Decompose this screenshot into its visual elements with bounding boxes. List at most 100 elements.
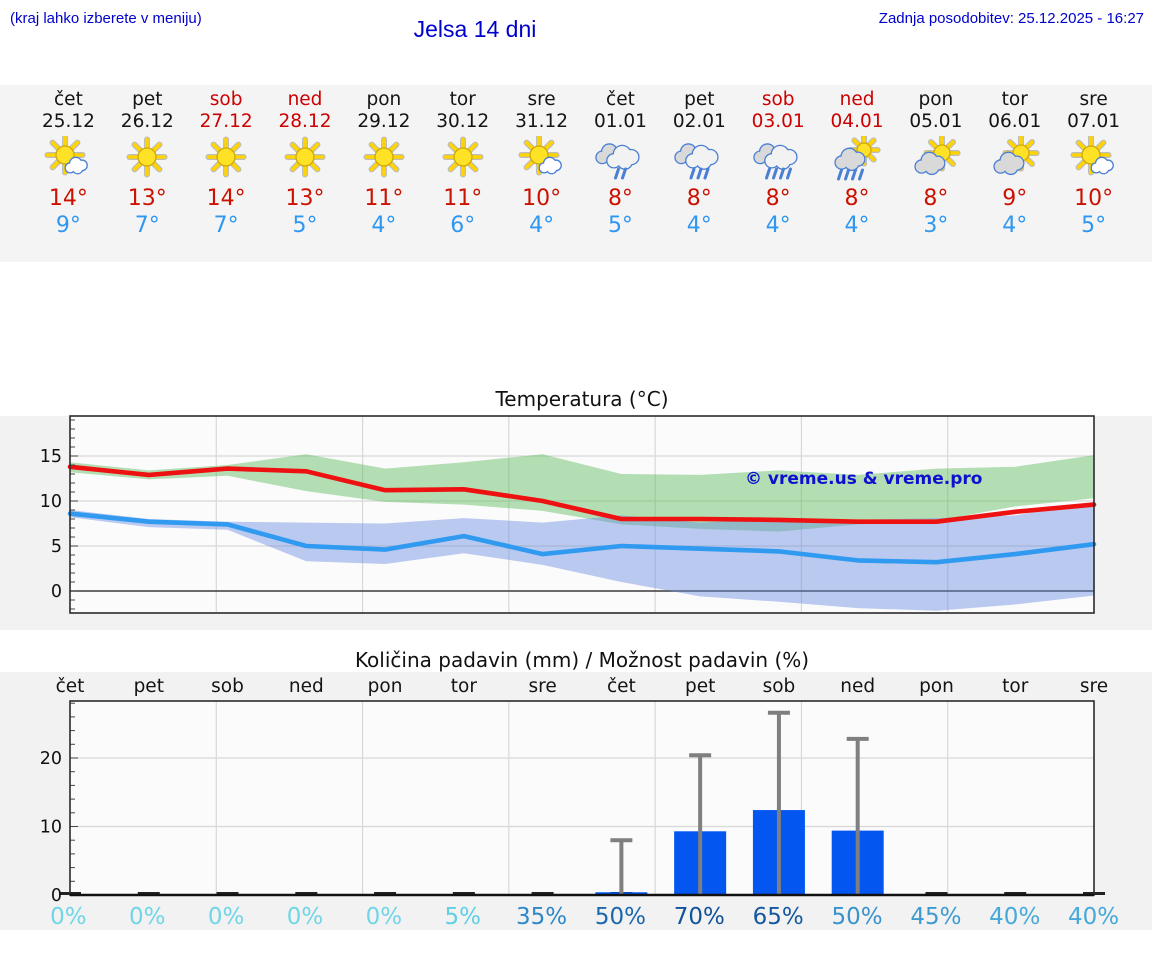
day-date-label: 06.01 [988, 111, 1042, 132]
day-column: pet 02.01 8° 4° [660, 85, 739, 262]
precip-day-label: čet [56, 676, 85, 697]
precip-y-tick-label: 0 [51, 886, 62, 906]
page-title: Jelsa 14 dni [413, 16, 537, 42]
weather-icon-wrap [751, 136, 805, 182]
temp-y-tick-label: 5 [51, 537, 62, 557]
day-name-label: ned [287, 89, 323, 110]
weather-icon-wrap [593, 136, 647, 182]
day-name-label: pon [918, 89, 954, 110]
weather-icon-wrap [515, 134, 569, 182]
max-temp-label: 8° [844, 186, 870, 211]
day-column: pon 29.12 11° 4° [344, 85, 423, 262]
precip-day-label: pet [685, 676, 715, 697]
max-temperature-range-band [70, 454, 1094, 532]
day-date-label: 25.12 [41, 111, 95, 132]
day-column: sre 31.12 10° 4° [502, 85, 581, 262]
sun-small-cloud-icon [44, 134, 89, 176]
max-temperature-line [67, 464, 1097, 524]
day-name-label: tor [1001, 89, 1028, 110]
day-date-label: 04.01 [830, 111, 884, 132]
weather-icon-wrap [120, 136, 174, 182]
min-temp-label: 5° [607, 213, 633, 238]
temperature-chart-title: Temperatura (°C) [495, 387, 669, 411]
day-date-label: 30.12 [436, 111, 490, 132]
precip-day-label: tor [1002, 676, 1029, 697]
precip-day-label: pon [368, 676, 403, 697]
sun-icon [126, 136, 168, 178]
weather-icon-wrap [41, 134, 95, 182]
precip-day-label: ned [840, 676, 875, 697]
zero-precip-mark [452, 892, 475, 895]
precipitation-probability-row: 0% 0% 0% 0% 0% 5% 35% 50% 70% 65% 50% 45% 40% 40% [0, 903, 1152, 933]
min-temp-label: 9° [55, 213, 81, 238]
weather-icon-wrap [278, 136, 332, 182]
precip-day-label: tor [451, 676, 478, 697]
zero-precip-mark [295, 892, 318, 895]
min-temp-label: 3° [923, 213, 949, 238]
min-temp-label: 6° [450, 213, 476, 238]
precip-y-tick-label: 10 [40, 818, 62, 838]
max-temp-label: 10° [1074, 186, 1114, 211]
precip-probability-label: 40% [989, 904, 1041, 930]
min-temp-label: 4° [1002, 213, 1028, 238]
min-temp-label: 5° [292, 213, 318, 238]
max-temp-label: 8° [686, 186, 712, 211]
precip-probability-label: 35% [516, 904, 568, 930]
precip-probability-label: 40% [1068, 904, 1120, 930]
day-date-label: 05.01 [909, 111, 963, 132]
day-date-label: 03.01 [751, 111, 805, 132]
location-menu-hint: (kraj lahko izberete v meniju) [10, 10, 202, 27]
weather-icon-wrap [988, 134, 1042, 182]
day-name-label: čet [606, 89, 635, 110]
day-column: sre 07.01 10° 5° [1054, 85, 1133, 262]
precip-probability-label: 0% [50, 904, 87, 930]
temperature-chart: 0 5 10 15 © vreme.us & vreme.pro [0, 408, 1152, 640]
day-column: čet 25.12 14° 9° [29, 85, 108, 262]
weather-icon-wrap [1067, 134, 1121, 182]
precip-probability-label: 45% [910, 904, 962, 930]
weather-icon-wrap [830, 133, 884, 182]
precip-probability-label: 0% [207, 904, 245, 930]
day-column: pon 05.01 8° 3° [896, 85, 975, 262]
max-temp-label: 11° [364, 186, 404, 211]
precip-day-label: pet [134, 676, 164, 697]
day-name-label: sre [527, 89, 556, 110]
max-temp-label: 14° [206, 186, 246, 211]
precip-day-label: ned [289, 676, 324, 697]
precip-probability-label: 0% [129, 904, 166, 930]
weather-icon-wrap [357, 136, 411, 182]
temp-y-tick-label: 15 [40, 447, 62, 467]
day-date-label: 07.01 [1067, 111, 1121, 132]
sun-icon [363, 136, 405, 178]
day-date-label: 29.12 [357, 111, 411, 132]
weather-icon-wrap [909, 134, 963, 182]
precip-day-label: čet [607, 676, 636, 697]
watermark: © vreme.us & vreme.pro [745, 469, 982, 489]
day-column: sob 03.01 8° 4° [739, 85, 818, 262]
day-column: tor 06.01 9° 4° [975, 85, 1054, 262]
precipitation-chart: čet pet sob ned pon tor sre čet pet sob ned pon tor s… [0, 670, 1152, 932]
precip-probability-label: 50% [831, 904, 883, 930]
day-name-label: sob [761, 89, 795, 110]
max-temp-label: 13° [285, 186, 325, 211]
min-temp-label: 4° [529, 213, 555, 238]
min-temp-label: 4° [844, 213, 870, 238]
min-temp-label: 4° [686, 213, 712, 238]
precip-day-label: sre [1080, 676, 1108, 697]
sun-icon [442, 136, 484, 178]
weather-icon-wrap [672, 136, 726, 182]
day-name-label: sre [1079, 89, 1108, 110]
sun-small-cloud-icon [1070, 134, 1114, 176]
day-name-label: čet [54, 89, 83, 110]
day-column: sob 27.12 14° 7° [187, 85, 266, 262]
plot-frame [69, 415, 1095, 614]
rain-light-icon [595, 143, 640, 180]
precip-probability-label: 70% [673, 904, 725, 930]
day-name-label: ned [839, 89, 875, 110]
min-temp-label: 4° [765, 213, 791, 238]
precip-probability-label: 65% [752, 904, 804, 930]
sun-rain-icon [834, 133, 881, 181]
day-name-label: pon [366, 89, 402, 110]
zero-precip-mark [1004, 892, 1027, 895]
